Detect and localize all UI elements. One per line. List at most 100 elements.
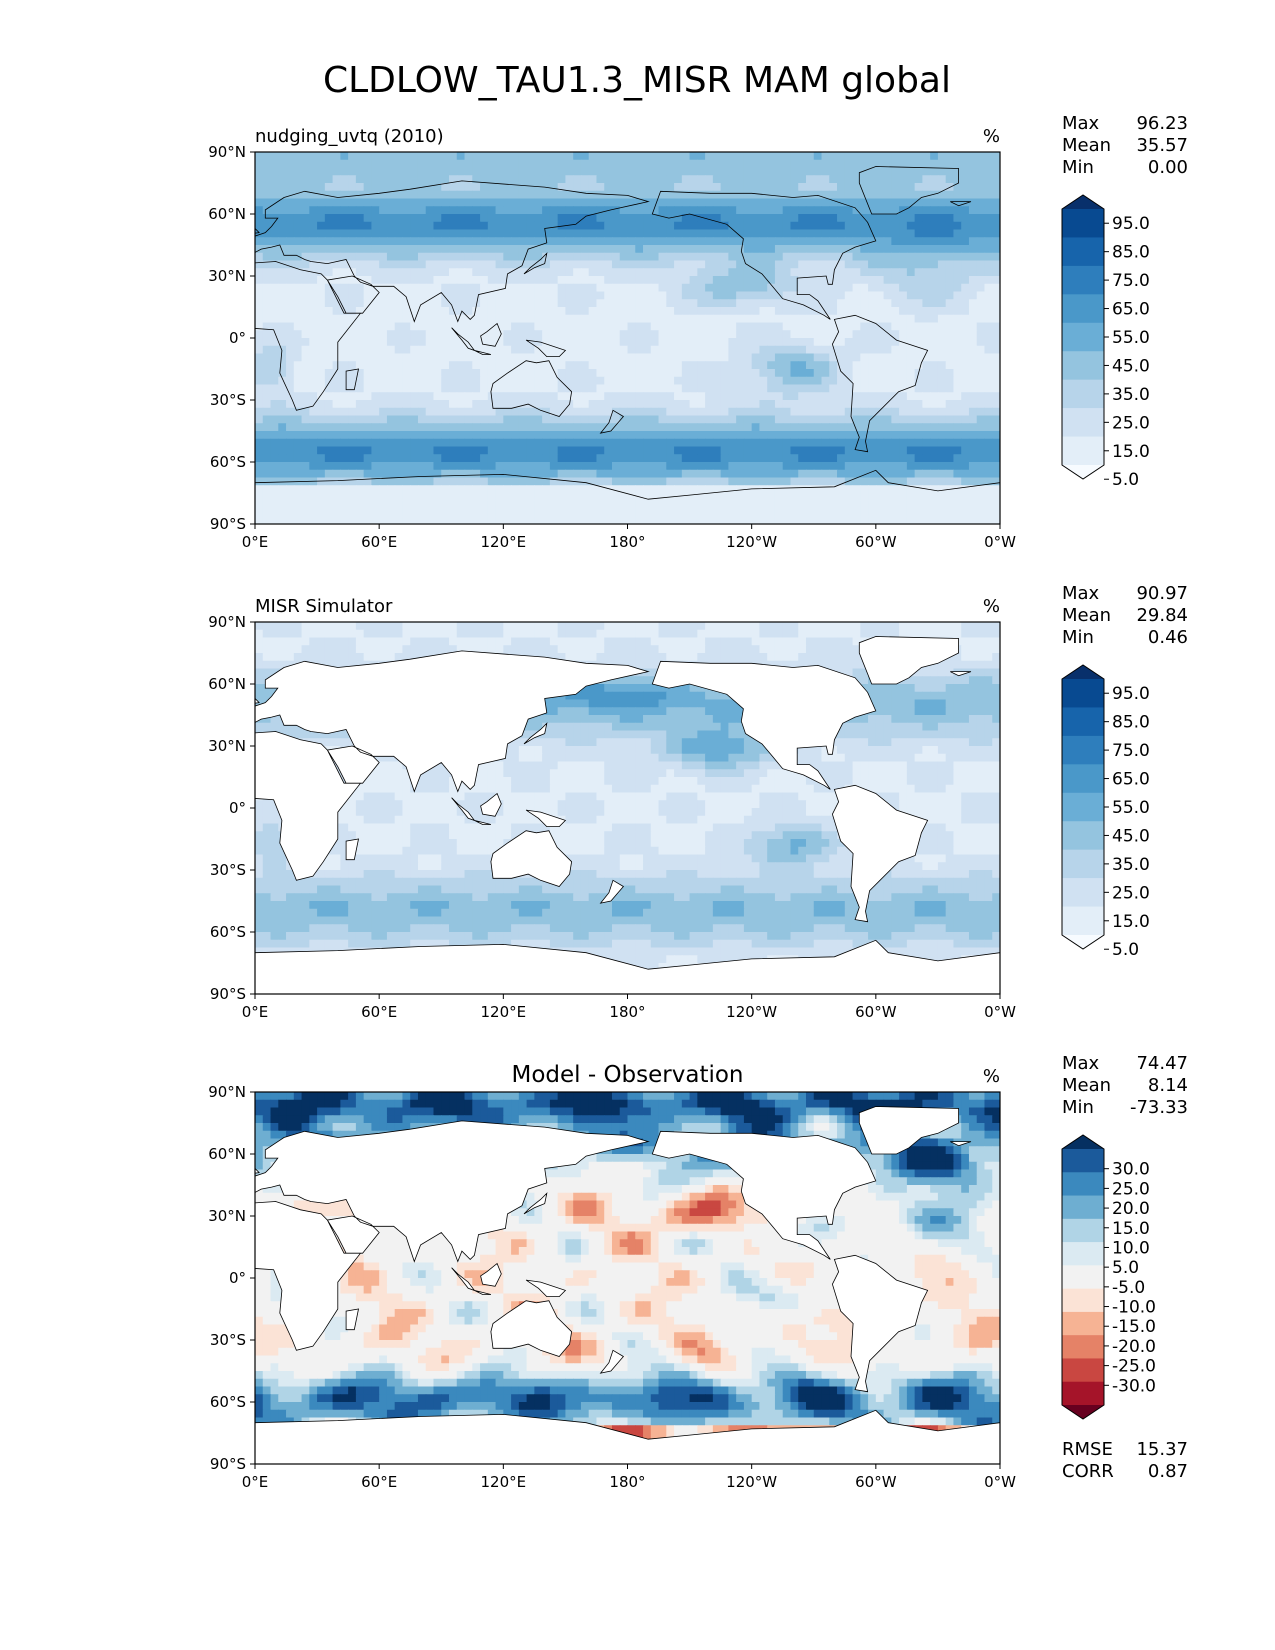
stat-value: 74.47: [1136, 1053, 1188, 1074]
colorbar-tick-label: 5.0: [1112, 940, 1139, 960]
stat-value: 90.97: [1136, 583, 1188, 604]
colorbar-tick-label: 25.0: [1112, 413, 1150, 433]
y-tick-label: 90°N: [208, 1083, 246, 1101]
colorbar-tick-label: 15.0: [1112, 1219, 1150, 1239]
y-tick-label: 90°N: [208, 613, 246, 631]
x-tick-label: 120°E: [481, 1003, 527, 1021]
stat-label: Min: [1062, 1097, 1094, 1118]
colorbar-band: [1062, 792, 1104, 822]
colorbar-tick-label: -25.0: [1112, 1357, 1156, 1377]
land-mask: [255, 1106, 1000, 1464]
field-test: [255, 152, 1000, 524]
colorbar-band: [1062, 679, 1104, 708]
panel-subtitle: MISR Simulator: [255, 596, 393, 617]
colorbar-tick-label: 20.0: [1112, 1199, 1150, 1219]
colorbar-tick-label: 95.0: [1112, 214, 1150, 234]
x-tick-label: 0°W: [984, 1473, 1016, 1491]
colorbar-band: [1062, 1358, 1104, 1383]
colorbar-tick-label: 45.0: [1112, 826, 1150, 846]
panel-units: %: [983, 596, 1000, 617]
colorbar-band: [1062, 1288, 1104, 1313]
colorbar-band: [1062, 849, 1104, 879]
x-tick-label: 120°W: [726, 533, 777, 551]
extra-stat-label: RMSE: [1062, 1439, 1113, 1460]
colorbar-extend-max: [1062, 1135, 1104, 1149]
colorbar-extend-min: [1062, 465, 1104, 479]
map-panel-ref: MISR Simulator % 0°E 60°E 120°E 180° 120°W 60°W…: [208, 583, 1188, 1021]
x-tick-label: 60°E: [361, 533, 397, 551]
y-tick-label: 60°N: [208, 675, 246, 693]
stat-value: 0.46: [1148, 627, 1188, 648]
colorbar-tick-label: 25.0: [1112, 1179, 1150, 1199]
colorbar-tick-label: 5.0: [1112, 470, 1139, 490]
colorbar-tick-label: 10.0: [1112, 1238, 1150, 1258]
colorbar-tick-label: -5.0: [1112, 1278, 1145, 1298]
colorbar-band: [1062, 764, 1104, 794]
y-tick-label: 60°S: [210, 453, 246, 471]
colorbar-band: [1062, 1149, 1104, 1173]
colorbar-tick-label: 65.0: [1112, 770, 1150, 790]
colorbar-tick-label: 55.0: [1112, 328, 1150, 348]
colorbar-tick-label: 95.0: [1112, 684, 1150, 704]
stat-value: 0.00: [1148, 157, 1188, 178]
y-tick-label: 30°N: [208, 737, 246, 755]
y-tick-label: 90°S: [210, 985, 246, 1003]
colorbar-band: [1062, 408, 1104, 438]
land-mask: [255, 636, 1000, 994]
x-tick-label: 60°E: [361, 1473, 397, 1491]
colorbar-band: [1062, 707, 1104, 737]
colorbar-band: [1062, 878, 1104, 908]
map-panel-diff: Model - Observation % 0°E 60°E 120°E 180° 120°…: [208, 1053, 1188, 1491]
x-tick-label: 0°E: [242, 1003, 269, 1021]
x-tick-label: 120°W: [726, 1003, 777, 1021]
colorbar-tick-label: 55.0: [1112, 798, 1150, 818]
x-tick-label: 60°W: [855, 533, 897, 551]
stat-value: -73.33: [1130, 1097, 1188, 1118]
colorbar-tick-label: 35.0: [1112, 385, 1150, 405]
colorbar-band: [1062, 209, 1104, 238]
colorbar-band: [1062, 1218, 1104, 1243]
y-tick-label: 0°: [229, 329, 246, 347]
extra-stat-label: CORR: [1062, 1461, 1114, 1482]
y-tick-label: 90°S: [210, 1455, 246, 1473]
stat-label: Max: [1062, 1053, 1100, 1074]
y-tick-label: 30°S: [210, 391, 246, 409]
y-tick-label: 60°N: [208, 1145, 246, 1163]
colorbar-extend-min: [1062, 935, 1104, 949]
colorbar-tick-label: 25.0: [1112, 883, 1150, 903]
colorbar-tick-label: 65.0: [1112, 300, 1150, 320]
colorbar-band: [1062, 436, 1104, 466]
colorbar-band: [1062, 821, 1104, 851]
panel-subtitle: nudging_uvtq (2010): [255, 126, 444, 147]
colorbar-tick-label: 15.0: [1112, 912, 1150, 932]
colorbar-band: [1062, 1195, 1104, 1220]
y-tick-label: 60°N: [208, 205, 246, 223]
colorbar-band: [1062, 379, 1104, 409]
colorbar-tick-label: 75.0: [1112, 271, 1150, 291]
panel-units: %: [983, 126, 1000, 147]
x-tick-label: 60°W: [855, 1003, 897, 1021]
x-tick-label: 120°W: [726, 1473, 777, 1491]
colorbar: 30.025.020.015.010.05.0-5.0-10.0-15.0-20…: [1061, 1134, 1156, 1420]
field-diff: [255, 1092, 1000, 1464]
colorbar-tick-label: -20.0: [1112, 1337, 1156, 1357]
x-tick-label: 0°E: [242, 533, 269, 551]
colorbar-band: [1062, 1172, 1104, 1197]
colorbar-band: [1062, 1311, 1104, 1336]
x-tick-label: 180°: [609, 1473, 645, 1491]
x-tick-label: 0°W: [984, 1003, 1016, 1021]
colorbar-tick-label: 85.0: [1112, 243, 1150, 263]
colorbar: 95.0 85.0 75.0 65.0 55.0 45.0 35.0 25.0 15.0 5.0: [1061, 194, 1150, 490]
stat-value: 29.84: [1136, 605, 1188, 626]
y-tick-label: 0°: [229, 1269, 246, 1287]
colorbar-tick-label: 30.0: [1112, 1160, 1150, 1180]
colorbar-band: [1062, 322, 1104, 352]
x-tick-label: 0°W: [984, 533, 1016, 551]
panel-units: %: [983, 1066, 1000, 1087]
y-tick-label: 90°N: [208, 143, 246, 161]
y-tick-label: 30°S: [210, 861, 246, 879]
colorbar-band: [1062, 1265, 1104, 1290]
stat-value: 96.23: [1136, 113, 1188, 134]
colorbar-extend-max: [1062, 195, 1104, 209]
